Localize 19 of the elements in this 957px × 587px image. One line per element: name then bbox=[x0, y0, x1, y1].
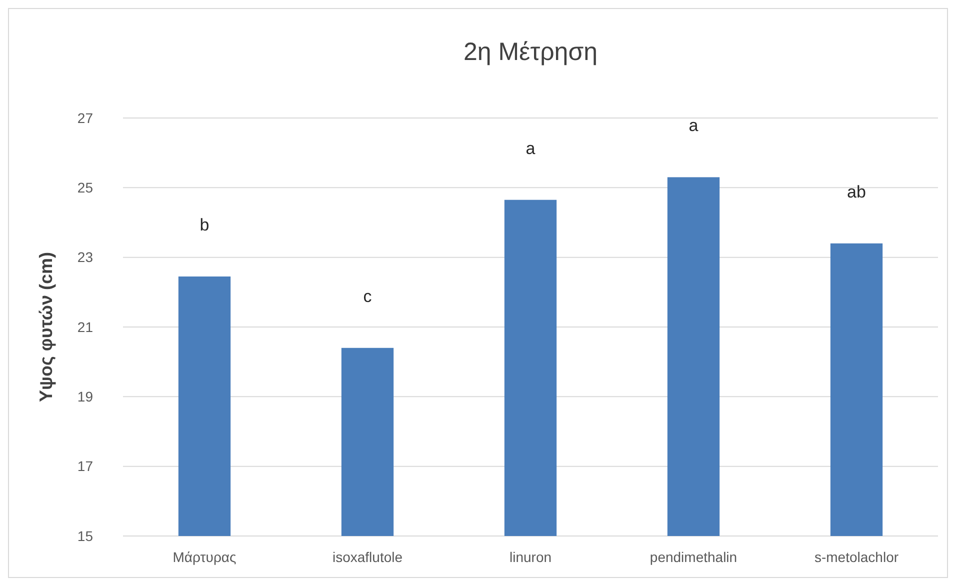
y-tick-label: 15 bbox=[77, 528, 94, 544]
x-tick-label: s-metolachlor bbox=[814, 549, 899, 565]
x-tick-label: Μάρτυρας bbox=[172, 549, 237, 565]
annotation: ab bbox=[847, 182, 866, 202]
y-tick-label: 19 bbox=[77, 388, 94, 405]
x-tick-label: linuron bbox=[509, 549, 552, 565]
y-tick-label: 17 bbox=[77, 458, 94, 474]
annotation: a bbox=[688, 116, 699, 136]
annotation: b bbox=[200, 215, 210, 234]
y-axis-title: Υψος φυτών (cm) bbox=[36, 252, 56, 402]
annotation: a bbox=[526, 138, 536, 158]
chart-title: 2η Μέτρηση bbox=[463, 38, 598, 66]
y-tick-label: 27 bbox=[77, 110, 94, 126]
x-tick-label: pendimethalin bbox=[650, 549, 738, 565]
y-tick-label: 21 bbox=[77, 318, 94, 335]
annotation: c bbox=[363, 286, 372, 306]
x-tick-label: isoxaflutole bbox=[332, 549, 403, 565]
y-tick-label: 25 bbox=[77, 180, 94, 196]
y-tick-label: 23 bbox=[77, 249, 94, 266]
